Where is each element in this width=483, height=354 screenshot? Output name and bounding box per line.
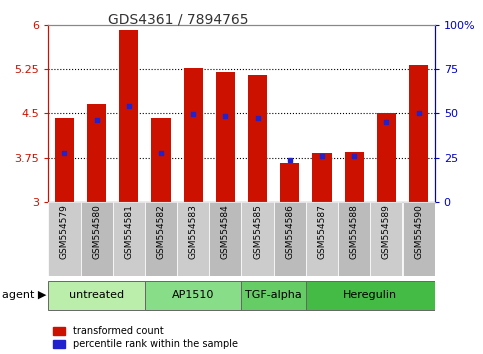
Text: GSM554588: GSM554588	[350, 204, 359, 259]
Text: AP1510: AP1510	[172, 290, 214, 300]
Text: GSM554580: GSM554580	[92, 204, 101, 259]
Legend: transformed count, percentile rank within the sample: transformed count, percentile rank withi…	[53, 326, 238, 349]
Text: GSM554584: GSM554584	[221, 204, 230, 259]
Bar	[145, 202, 177, 276]
Text: GSM554586: GSM554586	[285, 204, 294, 259]
Bar	[280, 164, 299, 202]
Bar	[48, 202, 81, 276]
Bar	[377, 113, 396, 202]
Text: GDS4361 / 7894765: GDS4361 / 7894765	[109, 12, 249, 27]
Bar	[409, 65, 428, 202]
Bar	[151, 118, 170, 202]
Text: Heregulin: Heregulin	[343, 290, 398, 300]
Text: GSM554590: GSM554590	[414, 204, 423, 259]
Bar	[242, 281, 306, 310]
Bar	[48, 281, 145, 310]
Bar	[306, 281, 435, 310]
Bar	[81, 202, 113, 276]
Text: agent ▶: agent ▶	[2, 290, 47, 300]
Text: GSM554582: GSM554582	[156, 204, 166, 259]
Bar	[87, 104, 106, 202]
Bar	[145, 281, 242, 310]
Bar	[216, 72, 235, 202]
Bar	[313, 153, 332, 202]
Text: GSM554583: GSM554583	[189, 204, 198, 259]
Bar	[338, 202, 370, 276]
Text: GSM554589: GSM554589	[382, 204, 391, 259]
Text: GSM554581: GSM554581	[124, 204, 133, 259]
Bar	[402, 202, 435, 276]
Bar	[119, 29, 139, 202]
Bar	[242, 202, 274, 276]
Bar	[184, 68, 203, 202]
Bar	[209, 202, 242, 276]
Text: GSM554587: GSM554587	[317, 204, 327, 259]
Bar	[344, 152, 364, 202]
Bar	[113, 202, 145, 276]
Bar	[177, 202, 209, 276]
Bar	[274, 202, 306, 276]
Bar	[306, 202, 338, 276]
Text: GSM554579: GSM554579	[60, 204, 69, 259]
Text: GSM554585: GSM554585	[253, 204, 262, 259]
Bar	[248, 75, 267, 202]
Bar	[55, 118, 74, 202]
Text: untreated: untreated	[69, 290, 124, 300]
Bar	[370, 202, 402, 276]
Text: TGF-alpha: TGF-alpha	[245, 290, 302, 300]
